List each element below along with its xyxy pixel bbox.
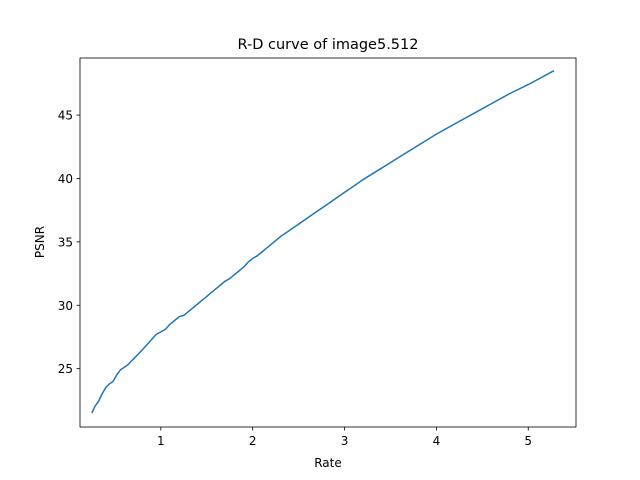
series-line-0 xyxy=(91,70,555,414)
x-tick-label: 2 xyxy=(249,434,257,448)
y-tick-label: 35 xyxy=(58,235,73,249)
x-tick-label: 4 xyxy=(433,434,441,448)
chart-title: R-D curve of image5.512 xyxy=(238,37,419,53)
x-tick-label: 5 xyxy=(524,434,532,448)
x-axis-title: Rate xyxy=(314,456,342,470)
x-tick-label: 1 xyxy=(157,434,165,448)
axes-frame xyxy=(79,57,577,428)
y-axis-title: PSNR xyxy=(33,226,47,258)
x-tick-label: 3 xyxy=(341,434,349,448)
y-tick-label: 40 xyxy=(58,172,73,186)
y-tick-label: 25 xyxy=(58,362,73,376)
y-tick-label: 30 xyxy=(58,299,73,313)
y-tick-label: 45 xyxy=(58,109,73,123)
